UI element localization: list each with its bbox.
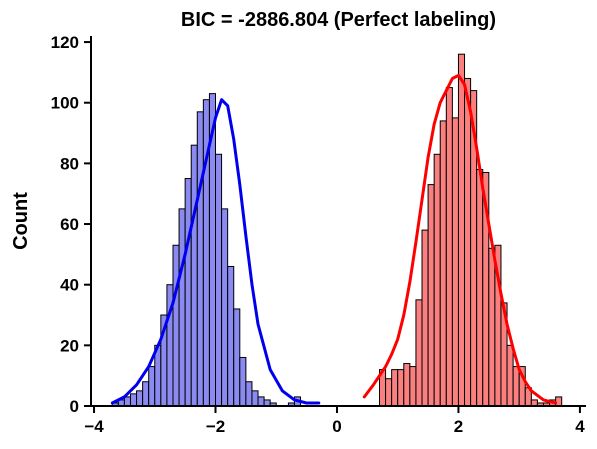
histogram-bar <box>142 381 150 407</box>
kde-curves <box>110 73 558 405</box>
histogram-bar <box>221 208 229 407</box>
histogram-bar <box>215 153 223 407</box>
histogram-bar <box>239 356 247 407</box>
histogram-bar <box>476 168 484 407</box>
histogram-bar <box>385 378 393 407</box>
histogram-bar <box>403 363 411 407</box>
histogram-bar <box>123 396 131 407</box>
histogram-bar <box>427 184 435 407</box>
y-tick-label: 20 <box>60 336 79 355</box>
histogram-bar <box>196 111 204 407</box>
histogram-bar <box>245 381 253 407</box>
histogram-bar <box>233 308 241 407</box>
histogram-bar <box>397 369 405 407</box>
histogram-bar <box>251 390 259 407</box>
histogram-bars <box>111 53 563 407</box>
x-tick-label: −4 <box>84 417 104 436</box>
histogram-bar <box>136 390 144 407</box>
x-tick-label: 0 <box>332 417 341 436</box>
histogram-bar <box>439 120 447 407</box>
histogram-bar <box>190 144 198 407</box>
histogram-bar <box>506 344 514 407</box>
histogram-bar <box>433 153 441 407</box>
histogram-bar <box>178 208 186 407</box>
histogram-bar <box>184 178 192 407</box>
y-tick-label: 120 <box>51 33 79 52</box>
x-tick-label: −2 <box>206 417 225 436</box>
histogram-bar <box>464 77 472 407</box>
axes <box>90 36 586 407</box>
histogram-bar <box>172 244 180 407</box>
histogram-bar <box>445 87 453 407</box>
histogram-bar <box>257 396 265 407</box>
histogram-bar <box>555 396 563 407</box>
histogram-bar <box>227 265 235 407</box>
y-tick-label: 80 <box>60 154 79 173</box>
y-tick-label: 0 <box>70 397 79 416</box>
histogram-bar <box>512 366 520 407</box>
histogram-bar <box>409 366 417 407</box>
histogram-bar <box>415 299 423 407</box>
y-tick-label: 60 <box>60 215 79 234</box>
histogram-bar <box>148 366 156 407</box>
histogram-bar <box>421 229 429 407</box>
x-tick-label: 2 <box>454 417 463 436</box>
y-tick-label: 40 <box>60 276 79 295</box>
kde-line-2 <box>362 73 558 405</box>
x-tick-label: 4 <box>575 417 585 436</box>
histogram-bar <box>457 53 466 407</box>
y-tick-label: 100 <box>51 94 79 113</box>
histogram-bar <box>391 369 399 407</box>
chart-title: BIC = -2886.804 (Perfect labeling) <box>181 9 496 31</box>
histogram-bar <box>488 247 496 407</box>
histogram-bar <box>451 117 459 407</box>
y-axis-label: Count <box>10 192 32 250</box>
histogram-bar <box>129 393 138 407</box>
kde-line-1 <box>110 98 321 405</box>
